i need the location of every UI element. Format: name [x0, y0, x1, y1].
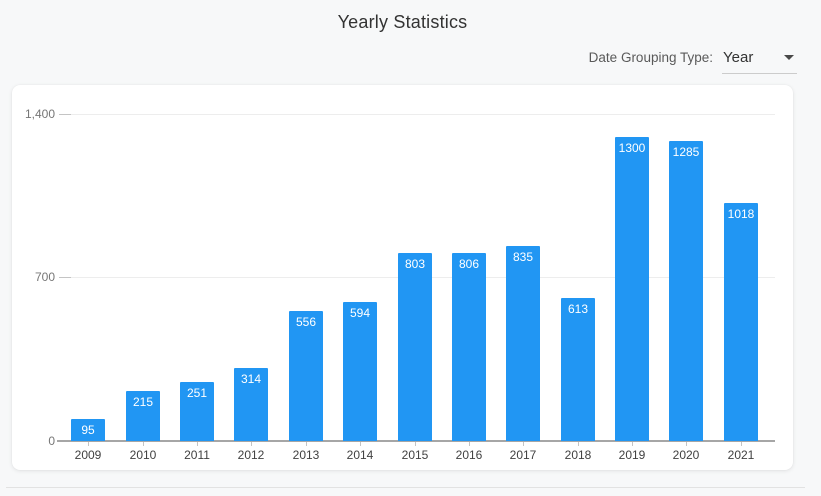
- bar-value-label: 95: [81, 423, 95, 437]
- x-axis-tick: [469, 442, 470, 446]
- section-divider: [6, 487, 805, 488]
- bar-value-label: 314: [240, 372, 262, 386]
- bar-value-label: 251: [186, 386, 208, 400]
- chart-bar-2017: [506, 246, 540, 441]
- x-axis-tick: [197, 442, 198, 446]
- x-axis-label: 2012: [237, 448, 265, 462]
- chart-bar-2018: [561, 298, 595, 441]
- x-axis-tick: [415, 442, 416, 446]
- x-axis-label: 2013: [292, 448, 320, 462]
- x-axis-label: 2015: [401, 448, 429, 462]
- x-axis-label: 2019: [618, 448, 646, 462]
- bar-value-label: 1285: [672, 145, 700, 159]
- yearly-statistics-bar-chart: 0 700 1,400 95 2009 215 2010 251 2011 314 2012 556 2…: [12, 85, 793, 470]
- chart-bar-2009: [71, 419, 105, 441]
- chart-bar-2016: [452, 253, 486, 441]
- chart-bar-2014: [343, 302, 377, 441]
- date-grouping-label: Date Grouping Type:: [588, 50, 713, 65]
- x-axis-label: 2011: [184, 448, 210, 462]
- x-axis-label: 2009: [74, 448, 102, 462]
- chart-bar-2011: [180, 382, 214, 441]
- chart-bar-2015: [398, 253, 432, 441]
- x-axis-tick: [251, 442, 252, 446]
- chart-card: 0 700 1,400 95 2009 215 2010 251 2011 314 2012 556 2…: [12, 85, 793, 470]
- x-axis-label: 2017: [509, 448, 537, 462]
- chart-bar-2012: [234, 368, 268, 441]
- chart-bar-2021: [724, 203, 758, 441]
- date-grouping-control: Date Grouping Type: Year: [589, 49, 797, 74]
- x-axis-label: 2010: [129, 448, 157, 462]
- bar-value-label: 556: [295, 315, 317, 329]
- x-axis-label: 2016: [455, 448, 483, 462]
- x-axis-line: [57, 440, 775, 442]
- x-axis-label: 2018: [564, 448, 592, 462]
- bar-value-label: 806: [458, 257, 480, 271]
- y-axis-label: 700: [34, 270, 55, 284]
- date-grouping-value: Year: [723, 49, 754, 66]
- x-axis-label: 2020: [672, 448, 700, 462]
- bar-value-label: 594: [349, 306, 371, 320]
- x-axis-tick: [143, 442, 144, 446]
- bar-value-label: 215: [132, 395, 154, 409]
- x-axis-tick: [88, 442, 89, 446]
- y-axis-tick: [59, 114, 71, 115]
- x-axis-tick: [686, 442, 687, 446]
- x-axis-tick: [578, 442, 579, 446]
- bar-value-label: 835: [512, 250, 534, 264]
- bar-value-label: 1018: [727, 207, 755, 221]
- x-axis-label: 2014: [346, 448, 374, 462]
- chart-bar-2013: [289, 311, 323, 441]
- page-title: Yearly Statistics: [337, 12, 468, 32]
- bar-value-label: 803: [404, 257, 426, 271]
- x-axis-tick: [306, 442, 307, 446]
- chevron-down-icon: [784, 55, 794, 60]
- chart-bar-2020: [669, 141, 703, 441]
- chart-bar-2019: [615, 137, 649, 441]
- x-axis-tick: [632, 442, 633, 446]
- x-axis-label: 2021: [727, 448, 755, 462]
- x-axis-tick: [360, 442, 361, 446]
- chart-bar-2010: [126, 391, 160, 441]
- y-axis-tick: [59, 277, 71, 278]
- y-axis-label: 0: [48, 434, 55, 448]
- bar-value-label: 1300: [618, 141, 646, 155]
- date-grouping-select[interactable]: Year: [722, 49, 797, 74]
- x-axis-tick: [741, 442, 742, 446]
- x-axis-tick: [523, 442, 524, 446]
- bar-value-label: 613: [567, 302, 589, 316]
- y-axis-label: 1,400: [24, 107, 55, 121]
- y-gridline: [59, 114, 775, 115]
